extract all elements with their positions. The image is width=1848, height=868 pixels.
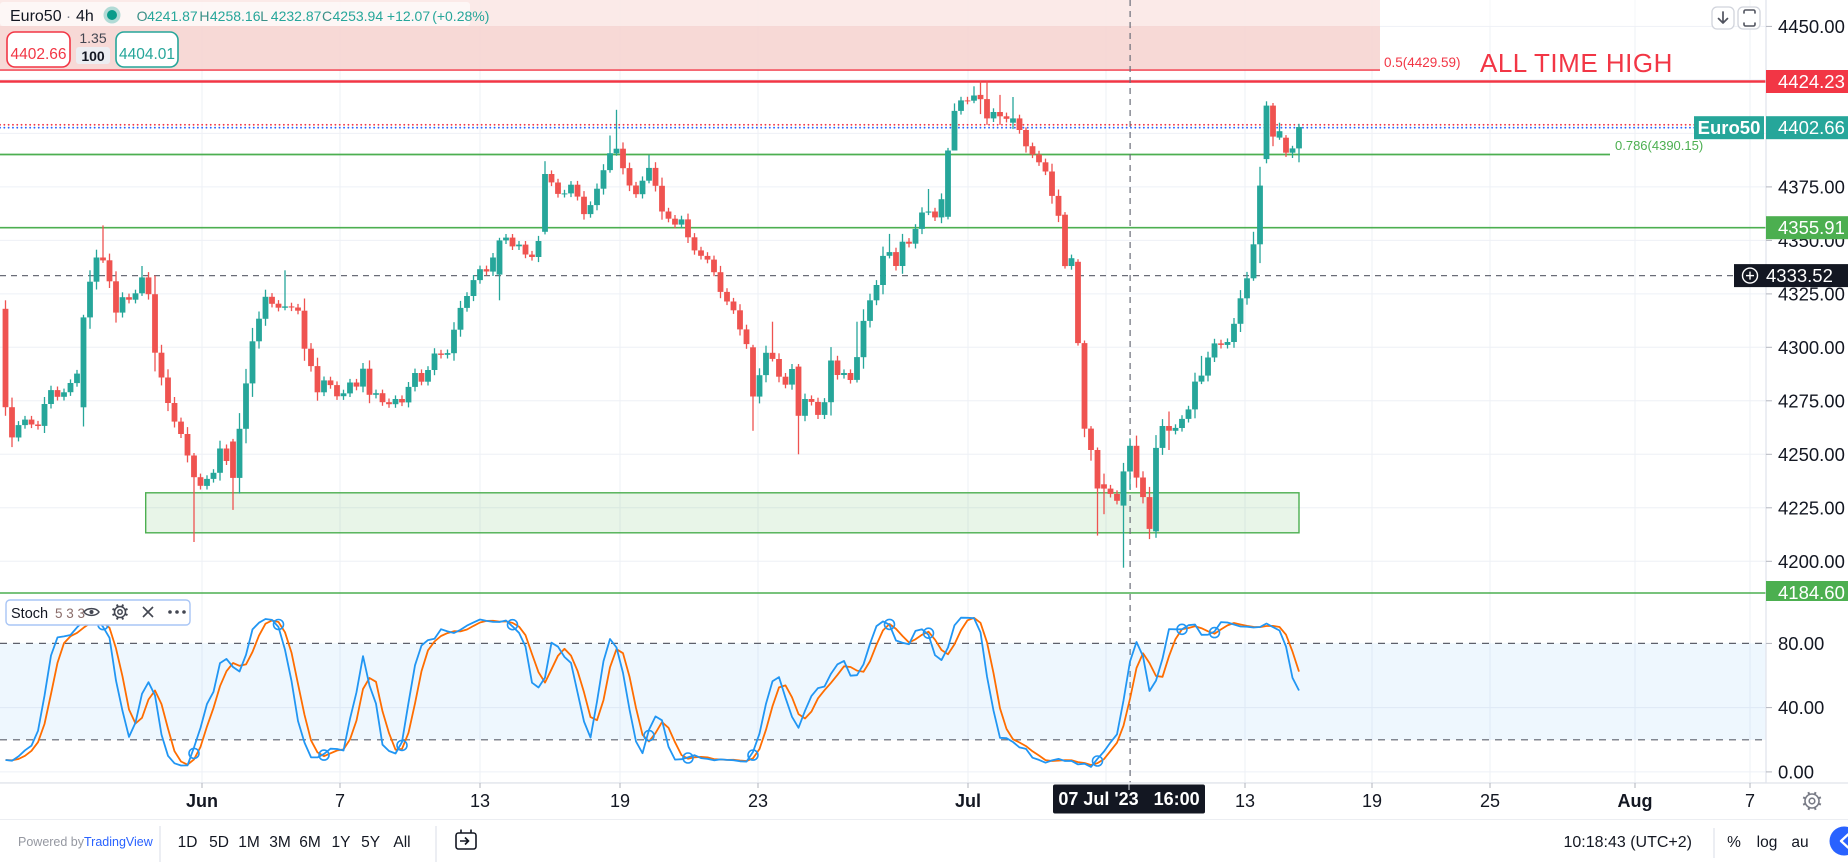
svg-text:07 Jul '23 16:00: 07 Jul '23 16:00 bbox=[1058, 789, 1199, 809]
svg-text:1D: 1D bbox=[178, 834, 198, 851]
svg-text:4375.00: 4375.00 bbox=[1778, 176, 1845, 197]
svg-text:4404.01: 4404.01 bbox=[119, 46, 175, 63]
svg-text:au: au bbox=[1791, 834, 1808, 851]
svg-text:·: · bbox=[66, 8, 71, 25]
svg-text:5D: 5D bbox=[209, 834, 229, 851]
svg-text:All: All bbox=[393, 834, 410, 851]
svg-text:40.00: 40.00 bbox=[1778, 697, 1824, 718]
svg-text:13: 13 bbox=[1235, 791, 1255, 811]
svg-text:0.786(4390.15): 0.786(4390.15) bbox=[1615, 138, 1703, 153]
svg-text:4333.52: 4333.52 bbox=[1766, 265, 1833, 286]
svg-text:23: 23 bbox=[748, 791, 768, 811]
svg-text:4184.60: 4184.60 bbox=[1778, 582, 1845, 603]
svg-text:Powered by: Powered by bbox=[18, 835, 85, 849]
svg-text:10:18:43 (UTC+2): 10:18:43 (UTC+2) bbox=[1563, 834, 1692, 851]
svg-text:1Y: 1Y bbox=[332, 834, 351, 851]
svg-text:C: C bbox=[322, 8, 332, 24]
svg-text:0.5(4429.59): 0.5(4429.59) bbox=[1384, 55, 1461, 70]
svg-text:4402.66: 4402.66 bbox=[10, 46, 66, 63]
svg-text:7: 7 bbox=[335, 791, 345, 811]
svg-text:Jul: Jul bbox=[955, 791, 981, 811]
svg-text:4253.94: 4253.94 bbox=[333, 8, 384, 24]
svg-text:4250.00: 4250.00 bbox=[1778, 444, 1845, 465]
svg-text:1M: 1M bbox=[238, 834, 260, 851]
svg-text:4225.00: 4225.00 bbox=[1778, 497, 1845, 518]
svg-text:L: L bbox=[260, 8, 268, 24]
svg-text:Euro50: Euro50 bbox=[1698, 117, 1761, 138]
svg-text:4h: 4h bbox=[76, 8, 94, 25]
svg-text:4355.91: 4355.91 bbox=[1778, 217, 1845, 238]
svg-text:5 3 3: 5 3 3 bbox=[55, 606, 85, 621]
svg-text:Stoch: Stoch bbox=[11, 606, 48, 622]
svg-text:4424.23: 4424.23 bbox=[1778, 71, 1845, 92]
svg-text:1.35: 1.35 bbox=[79, 30, 106, 46]
svg-text:4402.66: 4402.66 bbox=[1778, 117, 1845, 138]
svg-text:4258.16: 4258.16 bbox=[210, 8, 261, 24]
svg-text:4232.87: 4232.87 bbox=[271, 8, 322, 24]
svg-text:Euro50: Euro50 bbox=[10, 8, 62, 25]
svg-text:5Y: 5Y bbox=[361, 834, 380, 851]
svg-text:4325.00: 4325.00 bbox=[1778, 283, 1845, 304]
svg-text:13: 13 bbox=[470, 791, 490, 811]
svg-text:100: 100 bbox=[81, 48, 105, 64]
svg-text:4450.00: 4450.00 bbox=[1778, 16, 1845, 37]
svg-text:TradingView: TradingView bbox=[84, 835, 154, 849]
svg-text:4300.00: 4300.00 bbox=[1778, 337, 1845, 358]
svg-text:0.00: 0.00 bbox=[1778, 761, 1814, 782]
svg-text:80.00: 80.00 bbox=[1778, 633, 1824, 654]
svg-text:(+0.28%): (+0.28%) bbox=[432, 8, 489, 24]
svg-text:+12.07: +12.07 bbox=[387, 8, 430, 24]
svg-text:H: H bbox=[199, 8, 209, 24]
svg-text:4200.00: 4200.00 bbox=[1778, 551, 1845, 572]
svg-text:19: 19 bbox=[1362, 791, 1382, 811]
svg-text:4275.00: 4275.00 bbox=[1778, 390, 1845, 411]
svg-text:%: % bbox=[1727, 834, 1741, 851]
svg-text:6M: 6M bbox=[299, 834, 321, 851]
svg-text:19: 19 bbox=[610, 791, 630, 811]
svg-text:4241.87: 4241.87 bbox=[147, 8, 198, 24]
svg-text:25: 25 bbox=[1480, 791, 1500, 811]
svg-text:log: log bbox=[1757, 834, 1778, 851]
svg-text:O: O bbox=[137, 8, 148, 24]
svg-text:3M: 3M bbox=[269, 834, 291, 851]
svg-text:ALL TIME HIGH: ALL TIME HIGH bbox=[1480, 48, 1673, 78]
svg-text:Jun: Jun bbox=[186, 791, 218, 811]
svg-text:Aug: Aug bbox=[1618, 791, 1653, 811]
svg-text:7: 7 bbox=[1745, 791, 1755, 811]
